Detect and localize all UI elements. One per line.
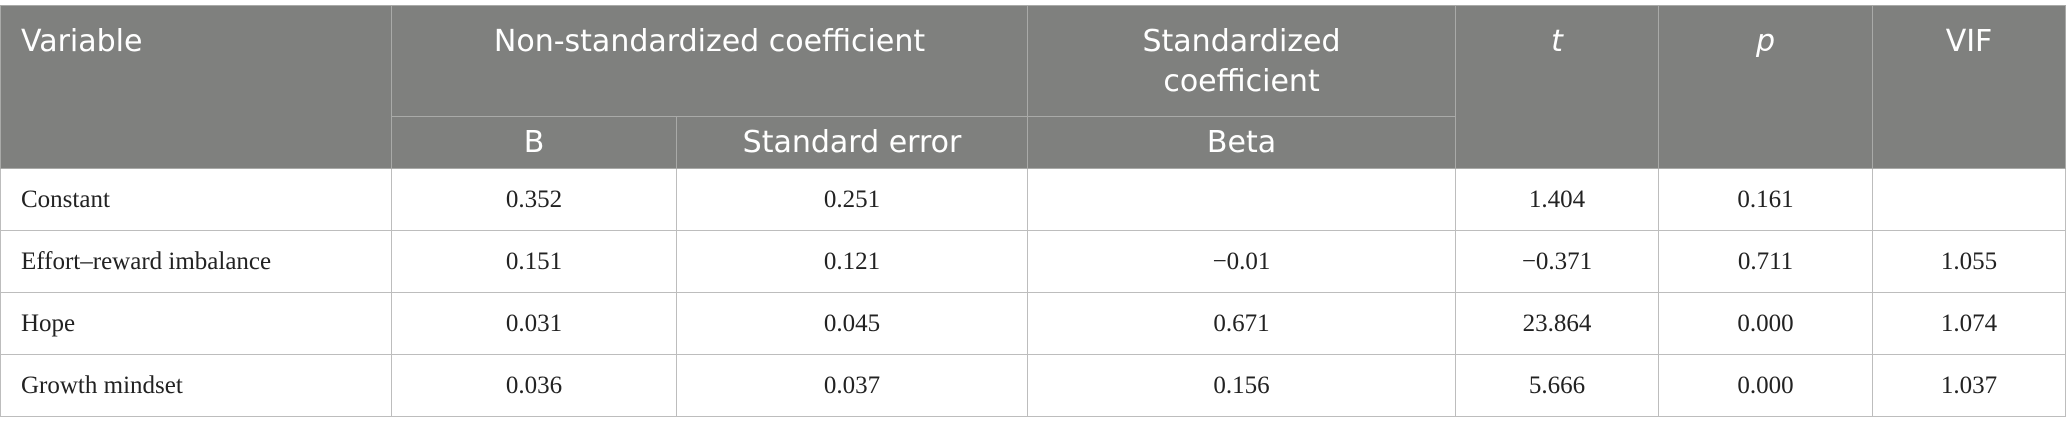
header-cell: t (1455, 5, 1660, 169)
table-row: Growth mindset 0.036 0.037 0.156 5.666 0.000 1… (0, 354, 2067, 417)
table-cell: −0.371 (1455, 230, 1660, 293)
header-row: Variable Non-standardized coefficient St… (0, 5, 2067, 169)
table-cell: 5.666 (1455, 354, 1660, 417)
table-cell: 0.121 (675, 230, 1029, 293)
table-cell: 0.045 (675, 292, 1029, 355)
table-cell: 0.156 (1027, 354, 1457, 417)
table-row: Constant 0.352 0.251 1.404 0.161 (0, 168, 2067, 231)
table-header: Variable Non-standardized coefficient St… (0, 5, 2067, 169)
header-cell: p (1658, 5, 1874, 169)
table-cell: 0.671 (1027, 292, 1457, 355)
header-cell: B (391, 116, 677, 169)
header-cell: Non-standardized coefficient (390, 5, 1029, 117)
table-cell: 1.037 (1872, 354, 2067, 417)
header-cell: Standard error (675, 116, 1029, 169)
table-cell: 1.055 (1872, 230, 2067, 293)
header-cell: Beta (1027, 116, 1457, 169)
header-cell: VIF (1872, 5, 2067, 169)
table-cell: 0.000 (1658, 354, 1874, 417)
table-row: Effort–reward imbalance 0.151 0.121 −0.01 −0… (0, 230, 2067, 293)
table-cell: 0.251 (675, 168, 1029, 231)
table-row: Hope 0.031 0.045 0.671 23.864 0.000 1.074 (0, 292, 2067, 355)
table-body: Constant 0.352 0.251 1.404 0.161 Effort–rewar… (0, 168, 2067, 417)
table-cell: 1.074 (1872, 292, 2067, 355)
table-cell: 0.151 (391, 230, 677, 293)
table-cell: 0.161 (1658, 168, 1874, 231)
header-cell: Standardized coefficient (1027, 5, 1457, 117)
table-cell (1872, 168, 2067, 231)
row-label: Constant (0, 168, 392, 231)
row-label: Effort–reward imbalance (0, 230, 392, 293)
table-cell (1027, 168, 1457, 231)
row-label: Growth mindset (0, 354, 392, 417)
table-cell: 23.864 (1455, 292, 1660, 355)
table-cell: 0.036 (391, 354, 677, 417)
table-cell: −0.01 (1027, 230, 1457, 293)
table-cell: 0.037 (675, 354, 1029, 417)
table-cell: 0.352 (391, 168, 677, 231)
header-row: B Standard error Beta (1, 116, 2066, 169)
table-cell: 0.000 (1658, 292, 1874, 355)
header-cell: Variable (0, 5, 392, 169)
row-label: Hope (0, 292, 392, 355)
table-cell: 0.711 (1658, 230, 1874, 293)
table-cell: 0.031 (391, 292, 677, 355)
regression-table: Variable Non-standardized coefficient St… (0, 5, 2067, 417)
table-cell: 1.404 (1455, 168, 1660, 231)
